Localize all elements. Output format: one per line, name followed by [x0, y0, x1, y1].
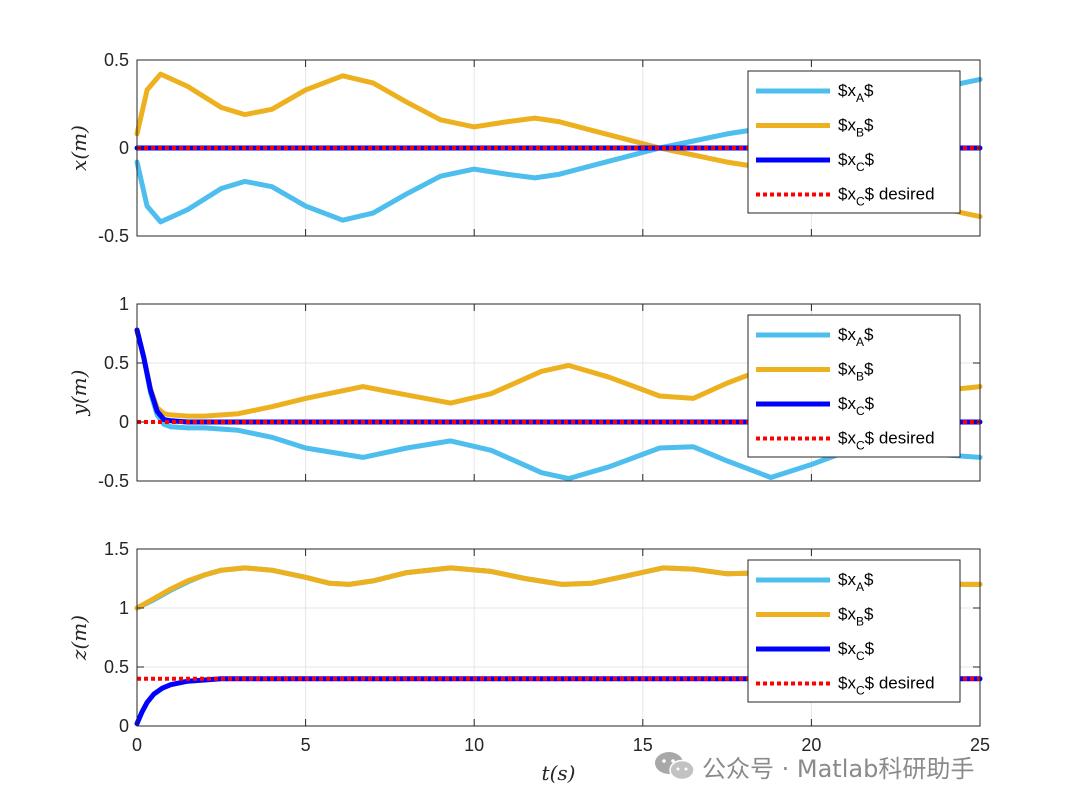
y-tick-label: 0.5	[104, 657, 129, 677]
y-tick-label: -0.5	[98, 226, 129, 246]
y-tick-label: 0	[119, 412, 129, 432]
legend-label-tail: $	[864, 81, 874, 100]
y-tick-label: -0.5	[98, 471, 129, 491]
legend-label-main: $x	[838, 570, 856, 589]
legend-label-main: $x	[838, 429, 856, 448]
legend-label-4: $xC$ desired	[838, 674, 935, 698]
legend-label-main: $x	[838, 639, 856, 658]
wechat-icon	[655, 752, 695, 781]
legend-label-main: $x	[838, 185, 856, 204]
legend-label-main: $x	[838, 150, 856, 169]
axes-box	[136, 303, 981, 482]
subplot-2: -0.500.51y(m)$xA$$xB$$xC$$xC$ desired	[67, 294, 983, 491]
legend-label-sub: B	[856, 370, 864, 384]
series-line-3	[134, 327, 983, 425]
legend-label-3: $xC$	[838, 394, 875, 418]
y-tick-label: 0	[119, 138, 129, 158]
legend-label-2: $xB$	[838, 605, 874, 629]
legend-label-tail: $	[865, 394, 875, 413]
legend-label-1: $xA$	[838, 81, 874, 105]
legend-label-tail: $	[864, 325, 874, 344]
legend-label-sub: B	[856, 126, 864, 140]
legend-label-tail: $	[865, 150, 875, 169]
x-tick-label: 15	[633, 735, 653, 755]
legend-label-sub: A	[856, 580, 864, 594]
legend-label-tail: $	[864, 605, 874, 624]
series-line-1	[134, 327, 983, 482]
y-tick-label: 1	[119, 598, 129, 618]
legend-label-sub: A	[856, 91, 864, 105]
legend-label-sub: A	[856, 335, 864, 349]
x-tick-label: 5	[301, 735, 311, 755]
legend-label-4: $xC$ desired	[838, 185, 935, 209]
legend-label-1: $xA$	[838, 325, 874, 349]
y-tick-label: 0.5	[104, 50, 129, 70]
legend-label-tail: $	[864, 360, 874, 379]
legend-label-sub: C	[856, 684, 865, 698]
legend-label-4: $xC$ desired	[838, 429, 935, 453]
subplot-1: -0.500.5x(m)$xA$$xB$$xC$$xC$ desired	[67, 50, 983, 246]
x-tick-label: 10	[464, 735, 484, 755]
legend-label-2: $xB$	[838, 116, 874, 140]
x-tick-label: 0	[132, 735, 142, 755]
legend-label-tail: $	[864, 570, 874, 589]
legend-label-1: $xA$	[838, 570, 874, 594]
y-tick-label: 1	[119, 294, 129, 314]
y-axis-label: x(m)	[67, 125, 91, 171]
legend-box	[747, 559, 961, 703]
legend: $xA$$xB$$xC$$xC$ desired	[747, 70, 961, 214]
subplot-3: 0 5 10 15 20 2500.511.5z(m)t(s)$xA$$xB$$xC$$x…	[67, 539, 990, 785]
axes-box	[136, 548, 981, 727]
legend-box	[747, 70, 961, 214]
legend-label-sub: C	[856, 649, 865, 663]
legend-label-2: $xB$	[838, 360, 874, 384]
series-line-3	[134, 676, 983, 727]
legend-label-sub: B	[856, 615, 864, 629]
legend-label-tail: $ desired	[865, 185, 935, 204]
y-tick-label: 1.5	[104, 539, 129, 559]
x-tick-label: 25	[970, 735, 990, 755]
legend-label-tail: $ desired	[865, 429, 935, 448]
legend-label-main: $x	[838, 674, 856, 693]
y-axis-label: y(m)	[67, 370, 91, 417]
legend-label-sub: C	[856, 404, 865, 418]
y-tick-label: 0	[119, 716, 129, 736]
legend-label-main: $x	[838, 394, 856, 413]
legend-label-main: $x	[838, 116, 856, 135]
legend-label-main: $x	[838, 325, 856, 344]
legend-label-sub: C	[856, 160, 865, 174]
legend-label-sub: C	[856, 439, 865, 453]
legend-label-main: $x	[838, 360, 856, 379]
legend: $xA$$xB$$xC$$xC$ desired	[747, 314, 961, 458]
legend: $xA$$xB$$xC$$xC$ desired	[747, 559, 961, 703]
legend-label-tail: $	[864, 116, 874, 135]
y-axis-label: z(m)	[67, 615, 91, 661]
x-tick-label: 20	[801, 735, 821, 755]
y-tick-label: 0.5	[104, 353, 129, 373]
legend-label-tail: $ desired	[865, 674, 935, 693]
x-axis-label: t(s)	[542, 761, 576, 785]
legend-label-3: $xC$	[838, 150, 875, 174]
legend-label-main: $x	[838, 81, 856, 100]
legend-box	[747, 314, 961, 458]
watermark: 公众号 · Matlab科研助手	[652, 749, 974, 783]
legend-label-tail: $	[865, 639, 875, 658]
watermark-text: 公众号 · Matlab科研助手	[702, 754, 975, 783]
legend-label-sub: C	[856, 195, 865, 209]
legend-label-3: $xC$	[838, 639, 875, 663]
legend-label-main: $x	[838, 605, 856, 624]
